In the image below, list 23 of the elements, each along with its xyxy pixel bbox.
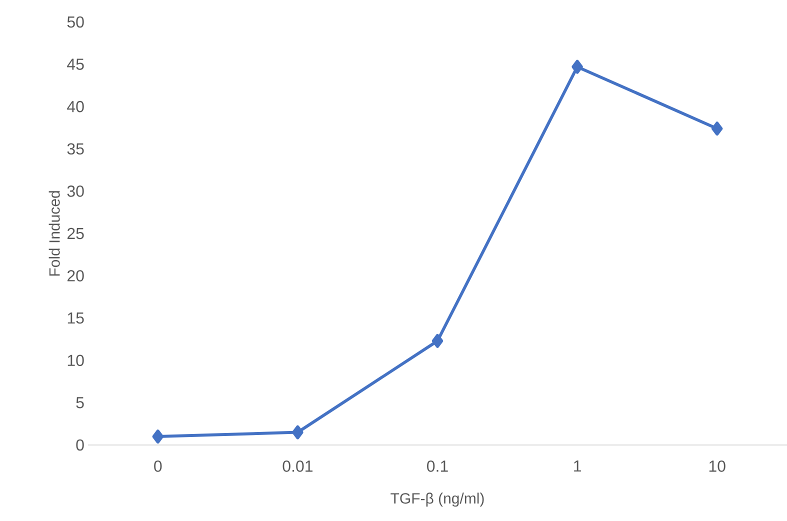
point bbox=[152, 430, 164, 444]
y-tick-label: 5 bbox=[76, 397, 84, 408]
y-tick-label: 45 bbox=[67, 58, 84, 70]
point bbox=[572, 60, 583, 74]
y-tick-label: 0 bbox=[76, 439, 84, 451]
x-tick-label: 0.1 bbox=[427, 460, 448, 472]
y-tick-label: 15 bbox=[68, 312, 84, 324]
point bbox=[711, 122, 723, 136]
x-tick-label: 0.01 bbox=[282, 460, 312, 472]
y-tick-label: 20 bbox=[67, 270, 84, 282]
y-tick-label: 35 bbox=[67, 143, 84, 155]
x-tick-label: 1 bbox=[574, 460, 581, 472]
y-tick-label: 10 bbox=[68, 354, 84, 366]
y-tick-label: 30 bbox=[67, 186, 84, 197]
y-tick-label: 25 bbox=[67, 228, 84, 240]
x-axis-title: TGF-β (ng/ml) bbox=[390, 492, 484, 507]
y-tick-label: 40 bbox=[67, 100, 84, 112]
point bbox=[292, 425, 304, 440]
x-tick-label: 0 bbox=[154, 460, 162, 472]
point bbox=[432, 334, 444, 348]
x-tick-label: 10 bbox=[709, 460, 726, 472]
y-tick-label: 50 bbox=[67, 16, 84, 28]
y-axis-title: Fold Induced bbox=[48, 191, 60, 276]
